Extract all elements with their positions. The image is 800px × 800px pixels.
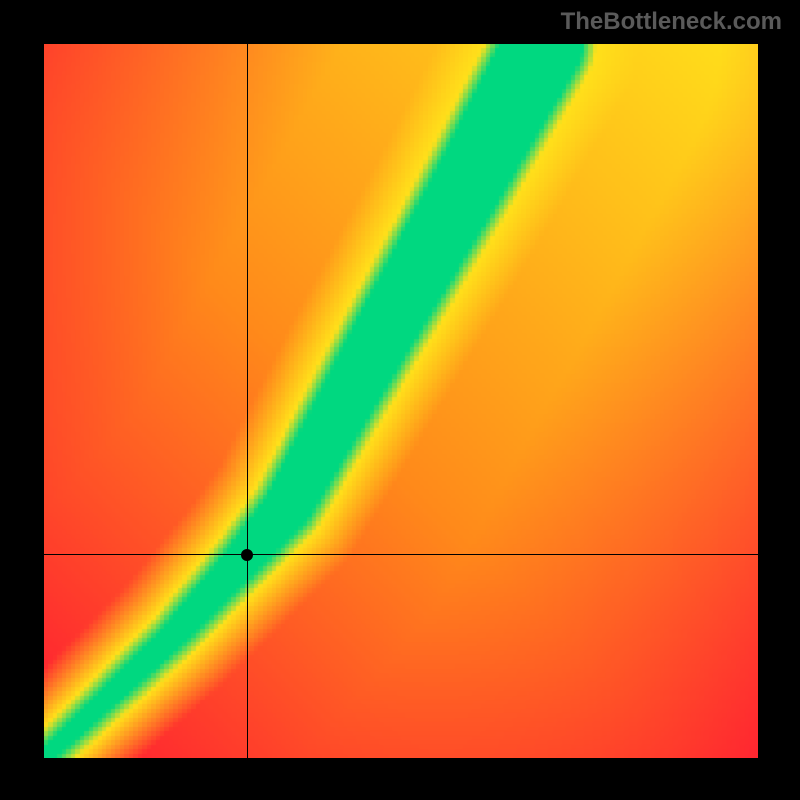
crosshair-horizontal (44, 554, 758, 555)
heatmap-canvas (44, 44, 758, 758)
watermark-text: TheBottleneck.com (561, 8, 782, 36)
crosshair-vertical (247, 44, 248, 758)
data-marker (241, 549, 253, 561)
chart-container: TheBottleneck.com (0, 0, 800, 800)
